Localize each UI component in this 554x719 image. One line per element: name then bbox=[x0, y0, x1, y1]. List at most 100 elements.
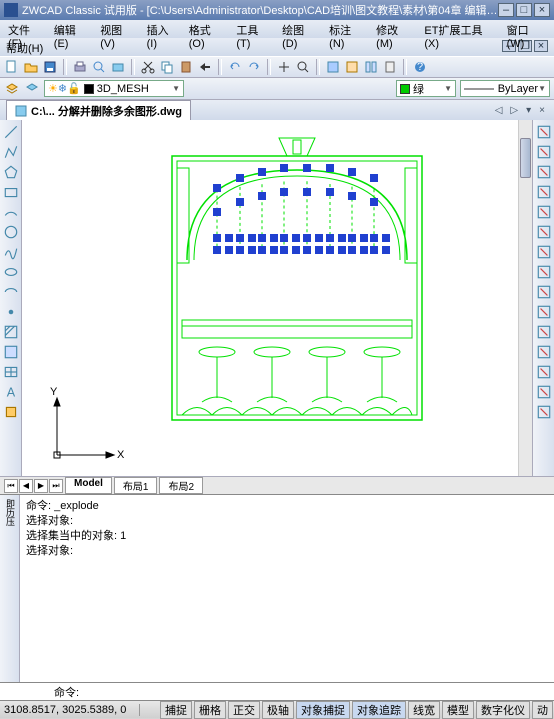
tab-close-button[interactable]: × bbox=[536, 105, 548, 116]
vertical-scrollbar[interactable] bbox=[518, 120, 532, 476]
doc-close-button[interactable]: × bbox=[534, 40, 548, 52]
rotate-icon[interactable] bbox=[536, 244, 552, 260]
print-icon[interactable] bbox=[72, 59, 88, 75]
extend-icon[interactable] bbox=[536, 324, 552, 340]
menu-item[interactable]: 窗口(W) bbox=[503, 20, 550, 38]
file-tab-label: C:\... 分解并删除多余图形.dwg bbox=[31, 103, 182, 119]
line-icon[interactable] bbox=[3, 124, 19, 140]
chamfer-icon[interactable] bbox=[536, 364, 552, 380]
arc-icon[interactable] bbox=[3, 204, 19, 220]
layout-tabs: ⏮ ◀ ▶ ⏭ Model布局1布局2 bbox=[0, 476, 554, 494]
zoom-icon[interactable] bbox=[295, 59, 311, 75]
status-toggle[interactable]: 线宽 bbox=[408, 701, 440, 719]
draw-toolbar: A bbox=[0, 120, 22, 476]
status-toggle[interactable]: 对象追踪 bbox=[352, 701, 406, 719]
cut-icon[interactable] bbox=[140, 59, 156, 75]
menu-item[interactable]: 绘图(D) bbox=[278, 20, 323, 38]
file-tab[interactable]: C:\... 分解并删除多余图形.dwg bbox=[6, 100, 191, 121]
region-icon[interactable] bbox=[3, 344, 19, 360]
table-icon[interactable] bbox=[3, 364, 19, 380]
save-icon[interactable] bbox=[42, 59, 58, 75]
tab-fwd-button[interactable]: ▶ bbox=[34, 479, 48, 493]
layer-prev-icon[interactable] bbox=[24, 81, 40, 97]
tab-first-button[interactable]: ⏮ bbox=[4, 479, 18, 493]
menu-help[interactable]: 帮助(H) bbox=[6, 43, 43, 55]
menu-item[interactable]: 编辑(E) bbox=[50, 20, 94, 38]
redo-icon[interactable] bbox=[246, 59, 262, 75]
drawing-canvas[interactable]: XY bbox=[22, 120, 532, 476]
offset-icon[interactable] bbox=[536, 184, 552, 200]
status-toggle[interactable]: 动 bbox=[532, 701, 553, 719]
menu-item[interactable]: 文件(F) bbox=[4, 20, 48, 38]
open-icon[interactable] bbox=[23, 59, 39, 75]
tab-last-button[interactable]: ⏭ bbox=[49, 479, 63, 493]
menu-item[interactable]: ET扩展工具(X) bbox=[420, 20, 500, 38]
linetype-dropdown[interactable]: ByLayer ▼ bbox=[460, 80, 550, 97]
explode-icon[interactable] bbox=[536, 404, 552, 420]
status-toggle[interactable]: 捕捉 bbox=[160, 701, 192, 719]
point-icon[interactable] bbox=[3, 304, 19, 320]
calc-icon[interactable] bbox=[382, 59, 398, 75]
properties-toolbar: ☀❄🔓 3D_MESH ▼ 绿 ▼ ByLayer ▼ bbox=[0, 78, 554, 100]
trim-icon[interactable] bbox=[536, 304, 552, 320]
menu-item[interactable]: 插入(I) bbox=[143, 20, 183, 38]
status-toggle[interactable]: 模型 bbox=[442, 701, 474, 719]
menu-item[interactable]: 修改(M) bbox=[372, 20, 418, 38]
array-icon[interactable] bbox=[536, 204, 552, 220]
command-input[interactable] bbox=[83, 686, 550, 698]
move-icon[interactable] bbox=[536, 224, 552, 240]
match-icon[interactable] bbox=[197, 59, 213, 75]
status-toggle[interactable]: 栅格 bbox=[194, 701, 226, 719]
dcenter-icon[interactable] bbox=[344, 59, 360, 75]
tab-next-button[interactable]: ▷ bbox=[507, 105, 521, 116]
spline-icon[interactable] bbox=[3, 244, 19, 260]
publish-icon[interactable] bbox=[110, 59, 126, 75]
polygon-icon[interactable] bbox=[3, 164, 19, 180]
status-toggle[interactable]: 对象捕捉 bbox=[296, 701, 350, 719]
status-toggle[interactable]: 极轴 bbox=[262, 701, 294, 719]
fillet-icon[interactable] bbox=[536, 384, 552, 400]
new-icon[interactable] bbox=[4, 59, 20, 75]
menu-item[interactable]: 工具(T) bbox=[232, 20, 276, 38]
menu-item[interactable]: 标注(N) bbox=[325, 20, 370, 38]
copy-icon[interactable] bbox=[536, 144, 552, 160]
rect-icon[interactable] bbox=[3, 184, 19, 200]
color-dropdown[interactable]: 绿 ▼ bbox=[396, 80, 456, 97]
status-toggle[interactable]: 正交 bbox=[228, 701, 260, 719]
mirror-icon[interactable] bbox=[536, 164, 552, 180]
tab-menu-button[interactable]: ▾ bbox=[523, 105, 534, 116]
layer-dropdown[interactable]: ☀❄🔓 3D_MESH ▼ bbox=[44, 80, 184, 97]
earc-icon[interactable] bbox=[3, 284, 19, 300]
tab-prev-button[interactable]: ◁ bbox=[492, 105, 506, 116]
block-icon[interactable] bbox=[3, 404, 19, 420]
hatch-icon[interactable] bbox=[3, 324, 19, 340]
scrollbar-thumb[interactable] bbox=[520, 138, 531, 178]
menu-item[interactable]: 视图(V) bbox=[96, 20, 140, 38]
undo-icon[interactable] bbox=[227, 59, 243, 75]
help-icon[interactable]: ? bbox=[412, 59, 428, 75]
minimize-button[interactable]: – bbox=[498, 3, 514, 17]
break-icon[interactable] bbox=[536, 344, 552, 360]
scale-icon[interactable] bbox=[536, 264, 552, 280]
text-icon[interactable]: A bbox=[3, 384, 19, 400]
layout-tab[interactable]: Model bbox=[65, 477, 112, 494]
tool-palette-icon[interactable] bbox=[363, 59, 379, 75]
menu-item[interactable]: 格式(O) bbox=[185, 20, 231, 38]
preview-icon[interactable] bbox=[91, 59, 107, 75]
pline-icon[interactable] bbox=[3, 144, 19, 160]
erase-icon[interactable] bbox=[536, 124, 552, 140]
circle-icon[interactable] bbox=[3, 224, 19, 240]
paste-icon[interactable] bbox=[178, 59, 194, 75]
props-icon[interactable] bbox=[325, 59, 341, 75]
copy-icon[interactable] bbox=[159, 59, 175, 75]
status-toggle[interactable]: 数字化仪 bbox=[476, 701, 530, 719]
close-button[interactable]: × bbox=[534, 3, 550, 17]
tab-back-button[interactable]: ◀ bbox=[19, 479, 33, 493]
ellipse-icon[interactable] bbox=[3, 264, 19, 280]
layout-tab[interactable]: 布局1 bbox=[114, 477, 158, 494]
maximize-button[interactable]: □ bbox=[516, 3, 532, 17]
layout-tab[interactable]: 布局2 bbox=[159, 477, 203, 494]
layer-manager-icon[interactable] bbox=[4, 81, 20, 97]
pan-icon[interactable] bbox=[276, 59, 292, 75]
stretch-icon[interactable] bbox=[536, 284, 552, 300]
